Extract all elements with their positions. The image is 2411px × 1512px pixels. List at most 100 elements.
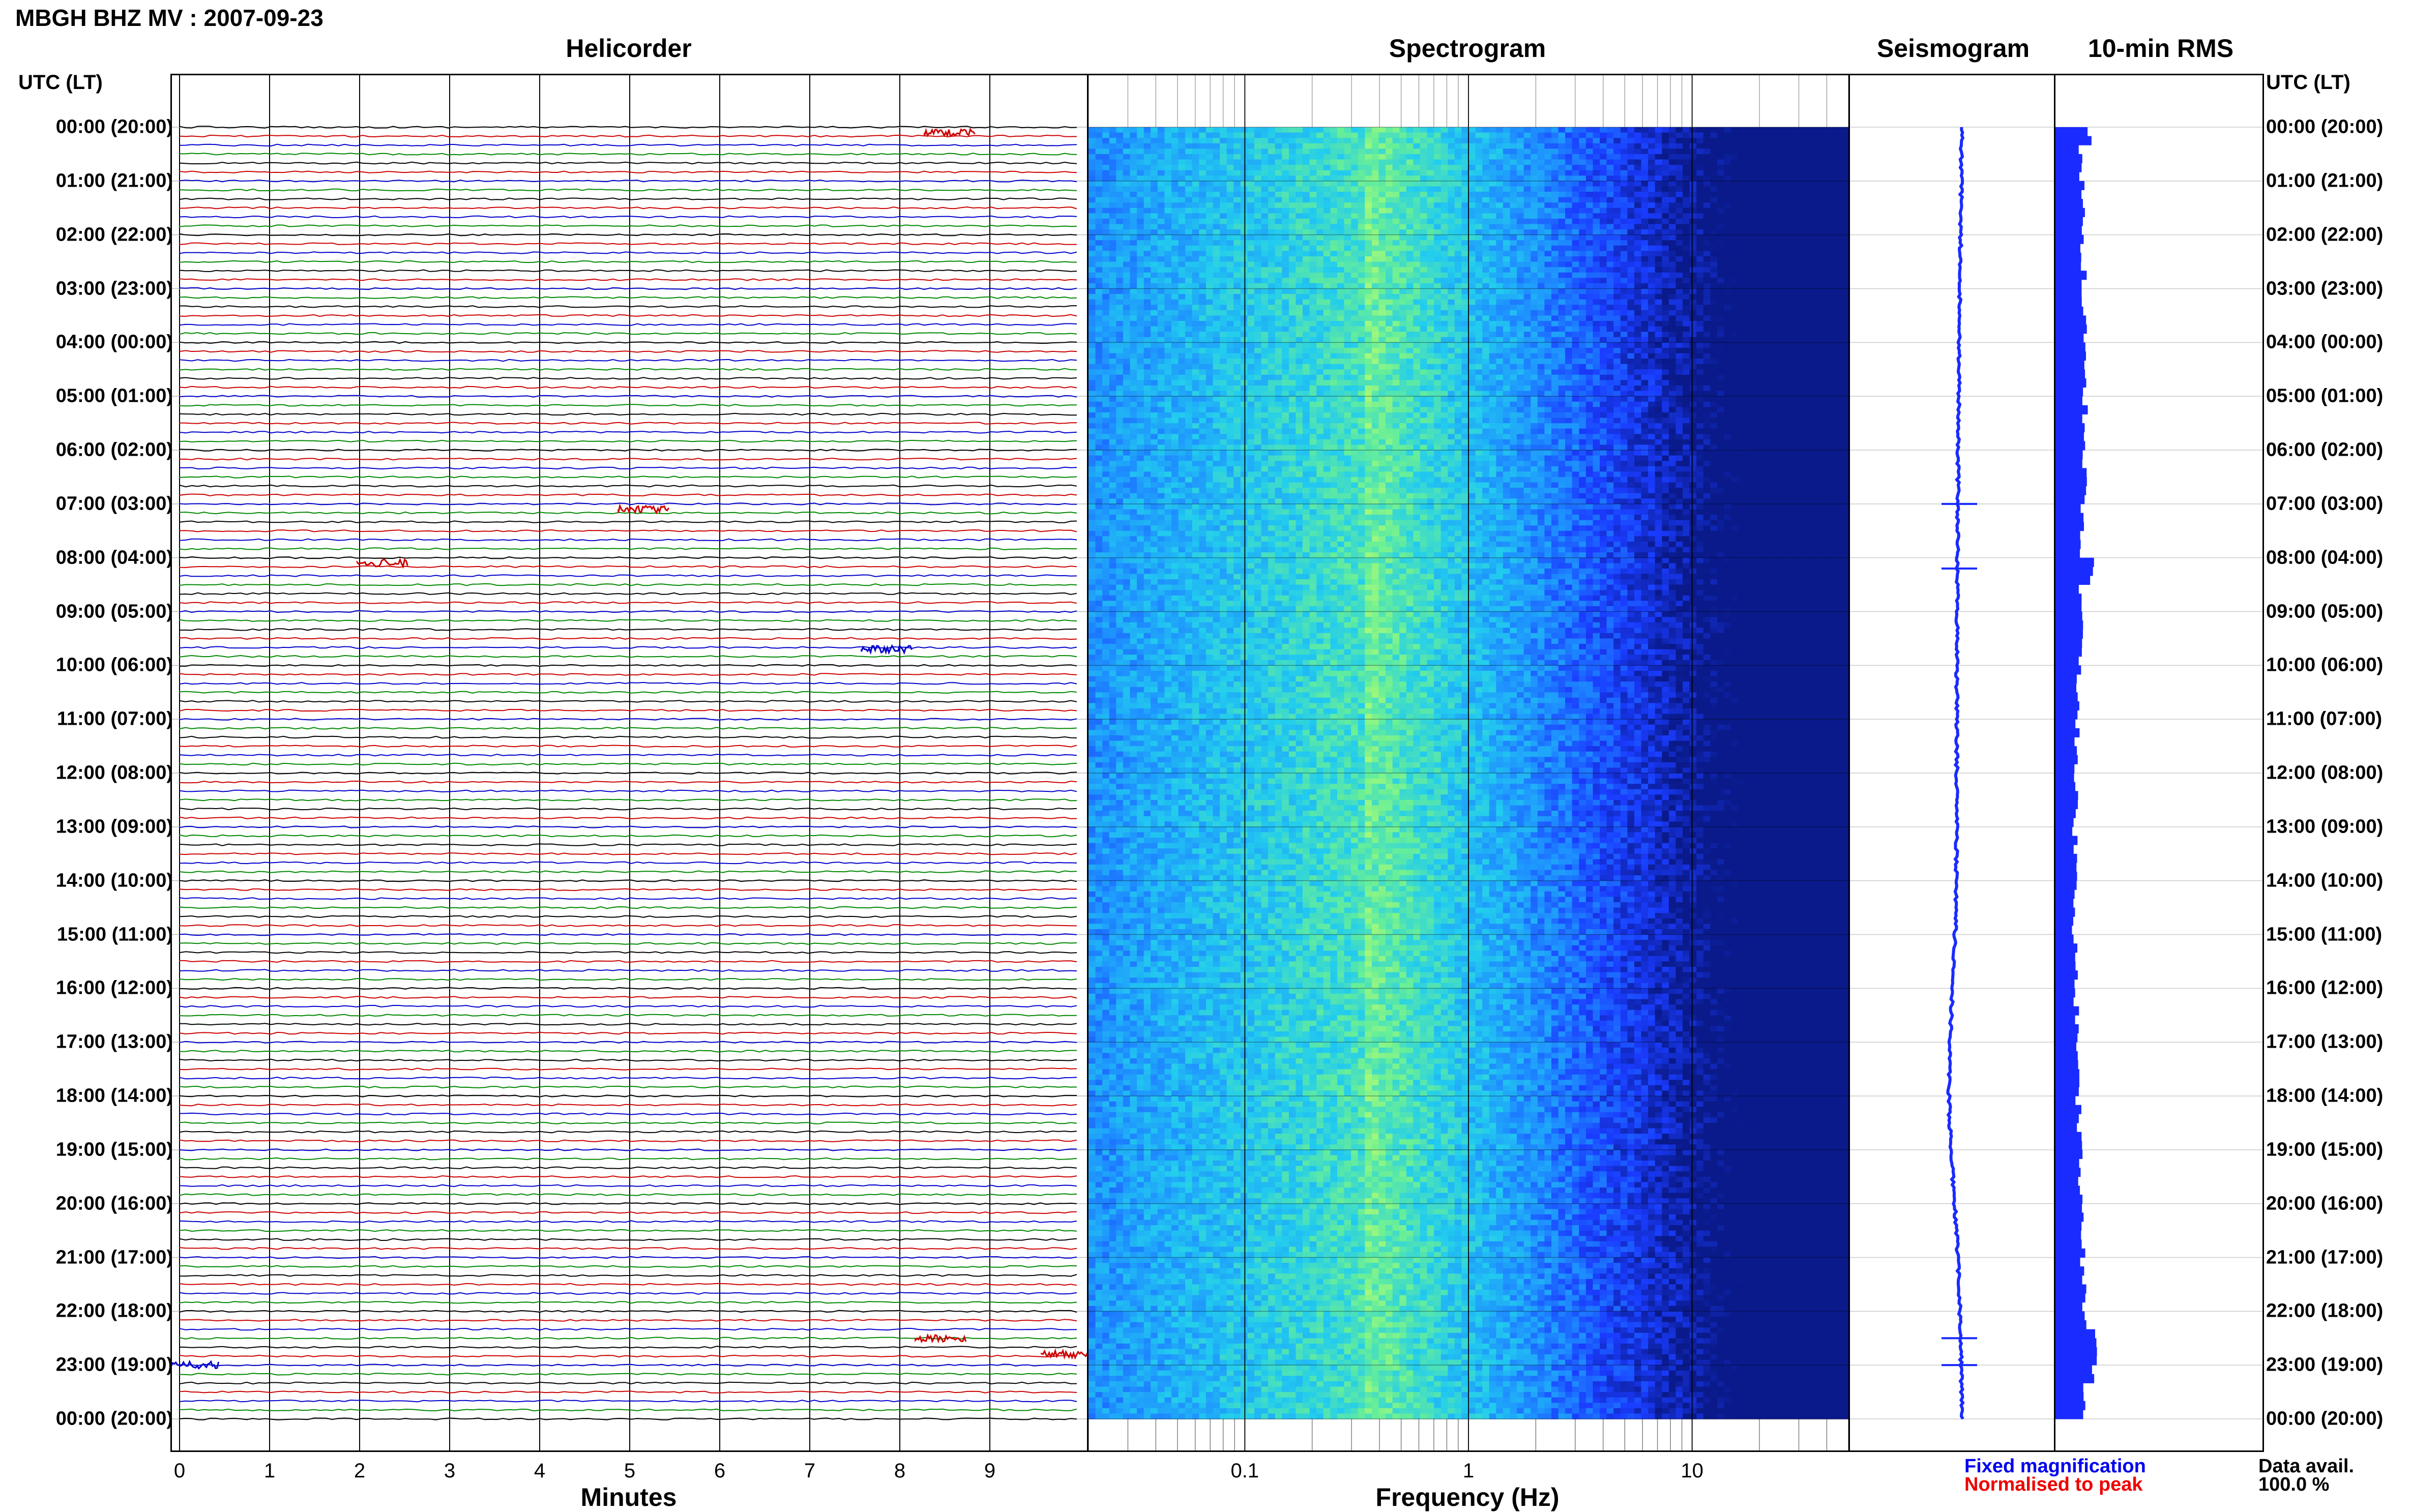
rms-bar <box>2055 585 2079 594</box>
hour-label-left: 20:00 (16:00) <box>56 1193 173 1214</box>
helicorder-trace <box>180 306 1077 307</box>
hour-label-right: 20:00 (16:00) <box>2266 1193 2383 1214</box>
legend-normalised-to-peak: Normalised to peak <box>1964 1474 2143 1496</box>
hour-label-left: 02:00 (22:00) <box>56 224 173 246</box>
rms-bar <box>2055 567 2093 576</box>
rms-bar <box>2055 1249 2085 1258</box>
helicorder-trace <box>180 1131 1077 1133</box>
rms-bar <box>2055 154 2082 163</box>
rms-bar <box>2055 486 2086 495</box>
rms-bar <box>2055 334 2083 343</box>
helicorder-trace <box>180 942 1077 944</box>
hour-label-right: 14:00 (10:00) <box>2266 870 2383 892</box>
rms-bar <box>2055 450 2083 459</box>
helicorder-trace <box>180 1185 1077 1187</box>
helicorder-trace <box>180 1400 1077 1402</box>
rms-bar <box>2055 612 2082 621</box>
rms-bar <box>2055 423 2085 432</box>
helicorder-trace <box>180 656 1077 658</box>
hour-label-left: 22:00 (18:00) <box>56 1300 173 1322</box>
hour-label-left: 15:00 (11:00) <box>57 924 173 945</box>
hour-label-left: 23:00 (19:00) <box>56 1354 173 1376</box>
rms-bar <box>2055 818 2074 827</box>
hour-label-right: 23:00 (19:00) <box>2266 1354 2383 1376</box>
rms-bar <box>2055 1212 2083 1222</box>
hour-label-left: 17:00 (13:00) <box>56 1031 173 1053</box>
rms-bar <box>2055 1069 2079 1078</box>
rms-bar <box>2055 737 2075 746</box>
helicorder-title: Helicorder <box>566 34 691 63</box>
rms-bar <box>2055 953 2075 962</box>
helicorder-trace <box>180 907 1077 908</box>
helicorder-trace <box>180 458 1077 460</box>
rms-bar <box>2055 935 2074 944</box>
rms-bar <box>2055 1105 2081 1114</box>
rms-bar <box>2055 405 2088 414</box>
helicorder-trace <box>180 575 1077 576</box>
page-title: MBGH BHZ MV : 2007-09-23 <box>15 4 324 32</box>
helicorder-event <box>619 506 669 513</box>
hour-label-right: 19:00 (15:00) <box>2266 1139 2383 1161</box>
helicorder-trace <box>180 377 1077 379</box>
seismogram-plot <box>1850 75 2054 1450</box>
rms-bar <box>2055 1033 2077 1043</box>
helicorder-trace <box>180 799 1077 801</box>
helicorder-trace <box>180 485 1077 487</box>
hour-label-left: 05:00 (01:00) <box>56 386 173 407</box>
helicorder-trace <box>180 261 1077 263</box>
hour-label-right: 10:00 (06:00) <box>2266 655 2383 676</box>
hour-label-left: 09:00 (05:00) <box>56 601 173 622</box>
helicorder-trace <box>180 898 1077 899</box>
rms-bar <box>2055 1060 2078 1069</box>
helicorder-trace <box>180 1212 1077 1214</box>
helicorder-trace <box>180 1257 1077 1258</box>
helicorder-trace <box>180 1292 1077 1294</box>
rms-bar <box>2055 298 2082 307</box>
helicorder-trace <box>180 1230 1077 1232</box>
helicorder-trace <box>180 1095 1077 1096</box>
rms-bar <box>2055 289 2081 298</box>
rms-bar <box>2055 378 2086 388</box>
hour-label-left: 04:00 (00:00) <box>56 332 173 353</box>
rms-bar <box>2055 396 2082 405</box>
rms-bar <box>2055 594 2081 603</box>
rms-bar <box>2055 943 2077 953</box>
helicorder-x-tick-label: 2 <box>354 1460 365 1483</box>
rms-bar <box>2055 854 2077 863</box>
helicorder-trace <box>180 979 1077 980</box>
rms-bar <box>2055 271 2086 280</box>
rms-panel <box>2054 74 2264 1452</box>
helicorder-trace <box>180 539 1077 541</box>
rms-bar <box>2055 674 2077 684</box>
hour-label-right: 16:00 (12:00) <box>2266 977 2383 999</box>
rms-bar <box>2055 1078 2079 1087</box>
rms-bar <box>2055 1329 2095 1339</box>
helicorder-trace <box>180 521 1077 523</box>
hour-label-left: 10:00 (06:00) <box>56 655 173 676</box>
rms-bar <box>2055 1320 2086 1329</box>
rms-bar <box>2055 1222 2081 1231</box>
rms-bar <box>2055 1410 2083 1419</box>
spectrogram-x-tick-label: 0.1 <box>1231 1460 1259 1483</box>
rms-bar <box>2055 836 2077 845</box>
rms-bar <box>2055 1024 2079 1033</box>
seismogram-title: Seismogram <box>1877 34 2030 63</box>
rms-bar <box>2055 549 2080 558</box>
helicorder-trace <box>180 1194 1077 1196</box>
hour-label-right: 08:00 (04:00) <box>2266 547 2383 569</box>
rms-bar <box>2055 208 2085 217</box>
hour-label-right: 15:00 (11:00) <box>2266 924 2382 945</box>
helicorder-trace <box>180 727 1077 729</box>
hour-label-left: 00:00 (20:00) <box>56 116 173 138</box>
helicorder-trace <box>180 1015 1077 1017</box>
rms-bar <box>2055 1096 2075 1105</box>
helicorder-x-tick-label: 1 <box>264 1460 275 1483</box>
rms-bar <box>2055 872 2077 881</box>
rms-bar <box>2055 1231 2081 1240</box>
rms-bar <box>2055 576 2090 585</box>
helicorder-trace <box>180 198 1077 200</box>
rms-bar <box>2055 746 2077 755</box>
rms-bar <box>2055 1401 2085 1410</box>
helicorder-trace <box>180 1059 1077 1061</box>
rms-bar <box>2055 504 2081 513</box>
